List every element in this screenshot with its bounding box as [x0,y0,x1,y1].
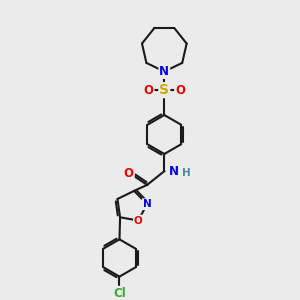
Text: O: O [144,84,154,97]
Text: O: O [124,167,134,180]
Text: Cl: Cl [113,287,126,300]
Text: S: S [159,83,169,97]
Text: N: N [169,165,179,178]
Text: H: H [182,168,191,178]
Text: O: O [134,215,143,226]
Text: O: O [175,84,185,97]
Text: N: N [159,65,169,78]
Text: N: N [142,199,152,209]
